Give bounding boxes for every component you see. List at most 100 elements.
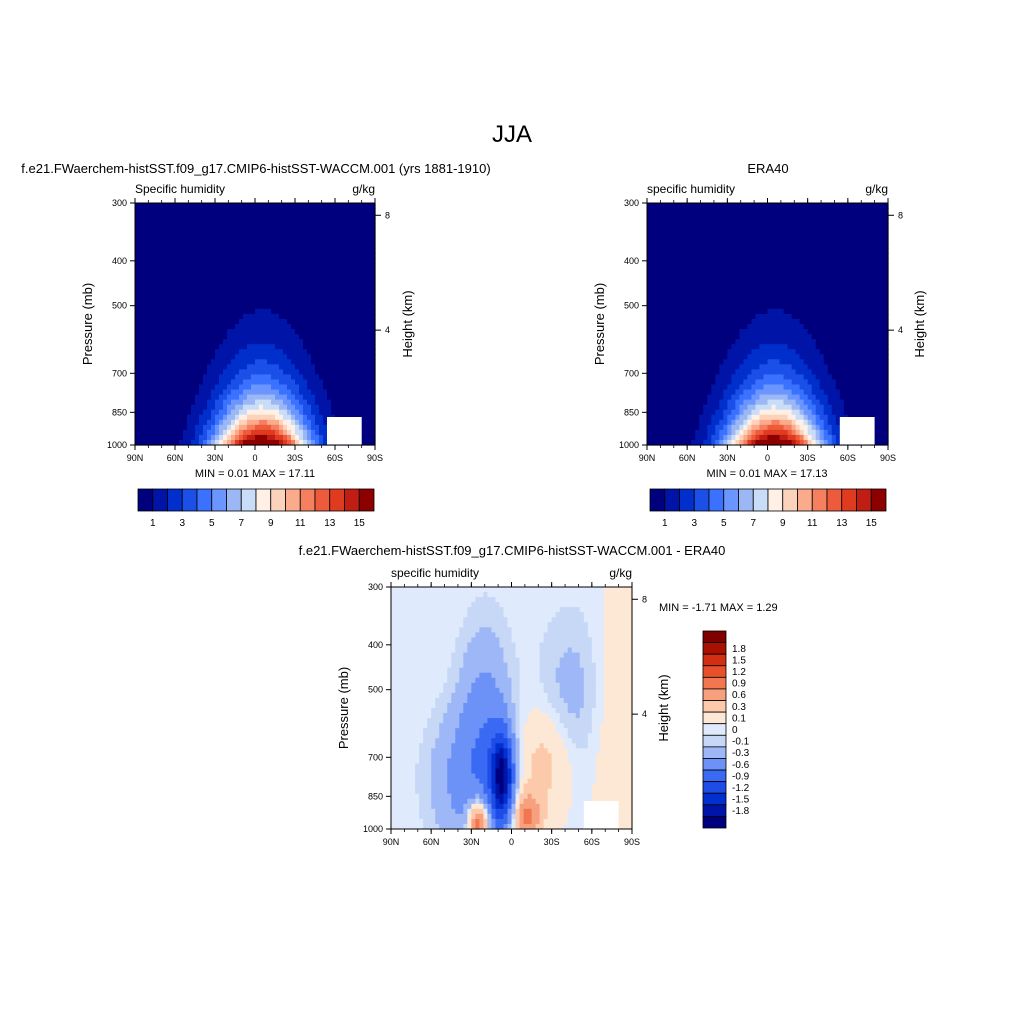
obs-field-cell <box>759 359 765 365</box>
model-colorbar-label: 9 <box>268 518 274 529</box>
model-field-cell <box>183 329 188 335</box>
model-field-cell <box>235 339 240 345</box>
obs-field-cell <box>811 324 817 330</box>
obs-field-cell <box>875 258 881 265</box>
model-field-cell <box>283 268 288 275</box>
model-field-cell <box>279 313 284 320</box>
obs-field-cell <box>815 298 821 305</box>
obs-field-cell <box>707 349 712 355</box>
model-field-cell <box>143 288 148 295</box>
obs-field-cell <box>827 273 833 280</box>
model-field-cell <box>135 313 140 320</box>
model-field-cell <box>299 278 304 285</box>
model-field-cell <box>327 394 332 401</box>
obs-field-cell <box>695 369 700 376</box>
model-field-cell <box>335 258 340 265</box>
model-field-cell <box>219 253 224 260</box>
obs-field-cell <box>711 218 716 224</box>
model-field-cell <box>195 303 200 310</box>
model-field-cell <box>271 223 276 229</box>
model-field-cell <box>247 298 252 305</box>
model-y2-tick-label: 8 <box>385 210 390 220</box>
obs-field-cell <box>715 238 720 244</box>
obs-field-cell <box>655 243 660 249</box>
obs-field-cell <box>687 248 692 255</box>
model-field-cell <box>227 288 232 295</box>
model-field-cell <box>371 329 376 335</box>
model-field-cell <box>351 349 356 355</box>
obs-field-cell <box>803 258 809 265</box>
obs-field-cell <box>883 273 889 280</box>
obs-field-cell <box>843 248 849 255</box>
obs-field-cell <box>871 339 877 345</box>
obs-field-cell <box>815 288 821 295</box>
model-field-cell <box>283 409 288 416</box>
model-field-cell <box>151 233 156 239</box>
obs-field-cell <box>651 364 656 370</box>
obs-field-cell <box>691 243 696 249</box>
obs-field-cell <box>647 253 652 260</box>
obs-field-cell <box>759 298 765 305</box>
obs-field-cell <box>767 273 773 280</box>
model-field-cell <box>187 409 192 416</box>
obs-field-cell <box>679 359 684 365</box>
model-field-cell <box>367 414 372 421</box>
obs-field-cell <box>831 278 837 285</box>
obs-field-cell <box>679 369 684 376</box>
model-field-cell <box>283 203 288 209</box>
model-y-tick-label: 500 <box>112 301 127 311</box>
model-field-cell <box>195 354 200 360</box>
model-field-cell <box>323 298 328 305</box>
obs-field-cell <box>791 248 797 255</box>
model-field-cell <box>263 313 268 320</box>
model-field-cell <box>259 278 264 285</box>
model-field-cell <box>283 374 288 381</box>
model-field-cell <box>371 318 376 325</box>
model-field-cell <box>267 369 272 376</box>
obs-field-cell <box>739 288 744 295</box>
obs-field-cell <box>855 308 861 315</box>
model-field-cell <box>239 334 244 340</box>
obs-field-cell <box>667 364 672 370</box>
obs-field-cell <box>739 218 744 224</box>
obs-field-cell <box>755 278 761 285</box>
obs-field-cell <box>703 263 708 270</box>
model-field-cell <box>307 354 312 360</box>
model-field-cell <box>367 298 372 305</box>
model-field-cell <box>259 379 264 386</box>
model-field-cell <box>243 339 248 345</box>
model-field-cell <box>155 233 160 239</box>
obs-field-cell <box>839 203 845 209</box>
model-field-cell <box>215 208 220 214</box>
obs-field-cell <box>731 324 736 330</box>
obs-field-cell <box>703 334 708 340</box>
obs-field-cell <box>723 238 728 244</box>
model-field-cell <box>223 313 228 320</box>
model-field-cell <box>163 258 168 265</box>
obs-field-cell <box>715 349 720 355</box>
obs-field-cell <box>879 288 885 295</box>
model-field-cell <box>211 308 216 315</box>
obs-field-cell <box>783 243 789 249</box>
obs-field-cell <box>743 248 749 255</box>
obs-field-cell <box>727 253 732 260</box>
model-field-cell <box>343 404 348 411</box>
model-field-cell <box>143 354 148 360</box>
model-field-cell <box>231 298 236 305</box>
model-field-cell <box>163 218 168 224</box>
obs-field-cell <box>695 213 700 219</box>
model-field-cell <box>155 203 160 209</box>
model-field-cell <box>175 283 180 290</box>
obs-field-cell <box>699 238 704 244</box>
model-field-cell <box>191 379 196 386</box>
model-field-cell <box>199 248 204 255</box>
obs-field-cell <box>739 349 744 355</box>
model-field-cell <box>359 359 364 365</box>
model-field-cell <box>295 273 300 280</box>
model-field-cell <box>339 324 344 330</box>
model-field-cell <box>187 354 192 360</box>
model-field-cell <box>291 409 296 416</box>
obs-field-cell <box>719 243 724 249</box>
model-field-cell <box>355 324 360 330</box>
model-field-cell <box>359 223 364 229</box>
